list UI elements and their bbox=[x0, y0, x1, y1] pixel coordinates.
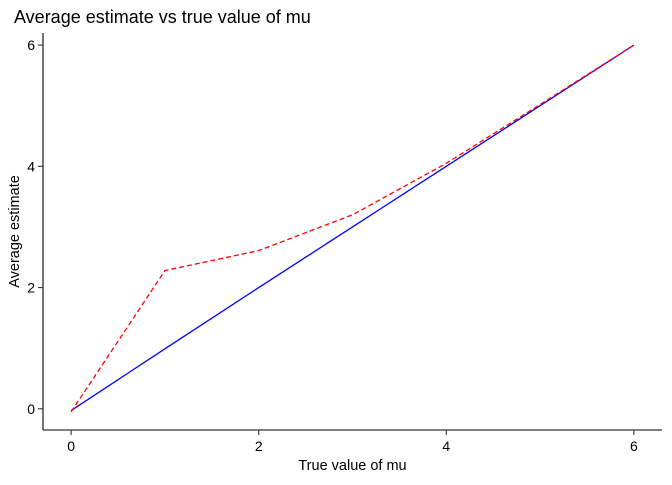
y-tick-label: 4 bbox=[27, 158, 35, 174]
chart-title: Average estimate vs true value of mu bbox=[14, 7, 311, 27]
y-axis-label: Average estimate bbox=[7, 175, 23, 288]
x-tick-label: 6 bbox=[630, 438, 638, 454]
x-axis-ticks: 0 2 4 6 bbox=[67, 430, 638, 454]
x-tick-label: 4 bbox=[442, 438, 450, 454]
dashed-red-series-line bbox=[70, 44, 635, 413]
x-tick-label: 0 bbox=[67, 438, 75, 454]
y-tick-label: 6 bbox=[27, 37, 35, 53]
y-axis-ticks: 0 2 4 6 bbox=[27, 37, 43, 417]
x-axis-label: True value of mu bbox=[298, 458, 406, 474]
x-tick-label: 2 bbox=[255, 438, 263, 454]
y-tick-label: 2 bbox=[27, 280, 35, 296]
solid-blue-series-line bbox=[70, 44, 635, 412]
series-layer bbox=[70, 44, 635, 413]
y-tick-label: 0 bbox=[27, 401, 35, 417]
